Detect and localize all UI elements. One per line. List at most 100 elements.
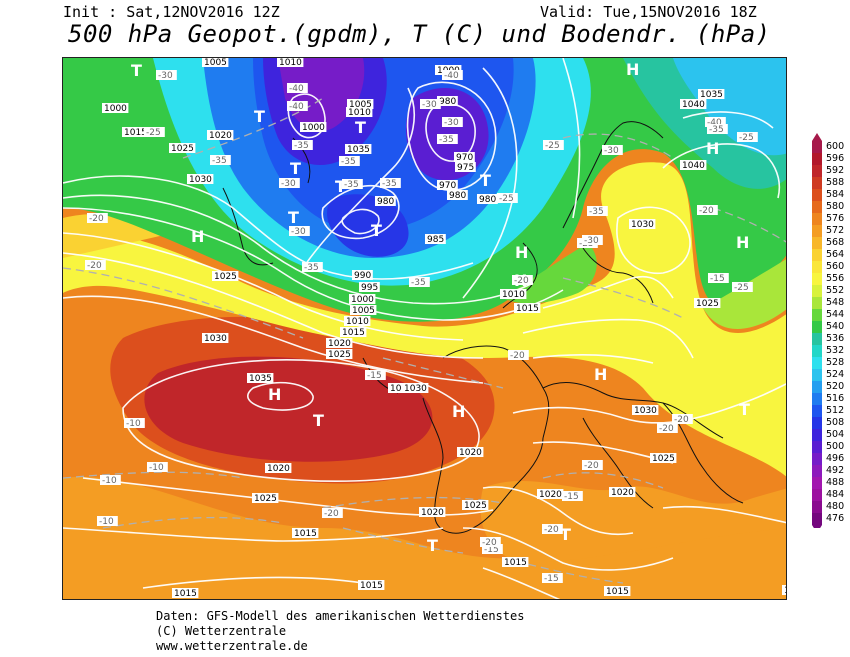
- isobar-label-bg: [680, 160, 707, 170]
- temperature-label: -30: [158, 71, 173, 81]
- temperature-label-bg: [144, 127, 165, 137]
- low-pressure-marker: T: [427, 536, 438, 555]
- isobar-label: 1015: [342, 328, 365, 338]
- isobar-label-bg: [349, 294, 376, 304]
- isobar-label: 1010: [346, 317, 369, 327]
- legend-swatch: [812, 369, 822, 381]
- init-time: Init : Sat,12NOV2016 12Z: [63, 3, 280, 21]
- field-orange-south2: [480, 481, 786, 563]
- isobar-label-bg: [350, 305, 377, 315]
- isobar-label-bg: [632, 405, 659, 415]
- temperature-label-bg: [543, 140, 564, 150]
- temperature-label-bg: [582, 235, 603, 245]
- legend-swatch: [812, 333, 822, 345]
- temperature-label: -15: [710, 274, 725, 284]
- low-pressure-marker: T: [254, 107, 265, 126]
- isobar-label: 1025: [328, 350, 351, 360]
- isobar-label-bg: [326, 338, 353, 348]
- isobar-label: 1030: [390, 384, 413, 394]
- legend-label: 536: [826, 333, 844, 344]
- legend-swatch: [812, 441, 822, 453]
- field-orange-south: [63, 476, 786, 599]
- isobar-label-bg: [629, 219, 656, 229]
- isobar-label: 1015: [606, 587, 629, 597]
- temperature-label-bg: [289, 226, 310, 236]
- temperature-label: -30: [584, 236, 599, 246]
- high-pressure-marker: H: [268, 385, 281, 404]
- isobar-label-bg: [437, 180, 458, 190]
- temperature-label: -35: [344, 180, 359, 190]
- temperature-label: -15: [544, 574, 559, 584]
- isobar-label: 1020: [328, 339, 351, 349]
- low-pressure-marker: T: [288, 208, 299, 227]
- temperature-label-bg: [210, 155, 231, 165]
- isobar-label: 1025: [171, 144, 194, 154]
- isobar-label: 1005: [204, 58, 227, 68]
- legend-swatch: [812, 249, 822, 261]
- isobar-label: 1040: [682, 161, 705, 171]
- isobar-label: 1010: [502, 290, 525, 300]
- isobar-label: 1015: [360, 581, 383, 591]
- legend-swatch: [812, 285, 822, 297]
- isobar-label-bg: [122, 127, 149, 137]
- isobar-label: 1000: [351, 295, 374, 305]
- isobar-label-bg: [500, 289, 527, 299]
- legend-swatch: [812, 345, 822, 357]
- legend-label: 580: [826, 201, 844, 212]
- temperature-label: -10: [99, 517, 114, 527]
- legend-label: 524: [826, 369, 844, 380]
- temperature-label-bg: [156, 70, 177, 80]
- temperature-label-bg: [97, 516, 118, 526]
- temperature-label-bg: [602, 145, 623, 155]
- temperature-labels: -25-30-35-40-40-35-30-35-35-40-35-30-35-…: [85, 70, 758, 584]
- legend-label: 564: [826, 249, 844, 260]
- valid-time: Valid: Tue,15NOV2016 18Z: [540, 3, 757, 21]
- temperature-label: -15: [484, 545, 499, 555]
- temperature-label: -15: [564, 492, 579, 502]
- temperature-label: -20: [674, 415, 689, 425]
- temperature-label-bg: [657, 423, 678, 433]
- legend-label: 516: [826, 393, 844, 404]
- high-pressure-marker: H: [736, 233, 749, 252]
- isobar-label: 1025: [464, 501, 487, 511]
- isobar-label: 1040: [682, 100, 705, 110]
- isobar-label: 1010: [348, 108, 371, 118]
- isobar-label-bg: [252, 493, 279, 503]
- isobar-label: 1020: [209, 131, 232, 141]
- legend-swatch: [812, 141, 822, 153]
- isobar-label: 985: [427, 235, 444, 245]
- isobar-label: 1020: [267, 464, 290, 474]
- temperature-label-bg: [708, 273, 729, 283]
- isobar-label: 990: [354, 271, 371, 281]
- temperature-label-bg: [100, 475, 121, 485]
- isobar-label-bg: [300, 122, 327, 132]
- legend-swatch: [812, 513, 822, 525]
- temperature-label-bg: [582, 460, 603, 470]
- legend-label: 572: [826, 225, 844, 236]
- temperature-label: -25: [545, 141, 560, 151]
- isobar-label-bg: [477, 194, 498, 204]
- legend-swatch: [812, 153, 822, 165]
- temperature-label-bg: [287, 83, 308, 93]
- temperature-label: -40: [444, 71, 459, 81]
- temperature-label: -35: [294, 141, 309, 151]
- isobar-label-bg: [169, 143, 196, 153]
- isobar-label: 1035: [700, 90, 723, 100]
- isobar-label: 1025: [652, 454, 675, 464]
- temperature-label-bg: [705, 117, 726, 127]
- temperature-label: -20: [659, 424, 674, 434]
- temperature-label-bg: [480, 537, 501, 547]
- legend-label: 588: [826, 177, 844, 188]
- temperature-label: -20: [699, 206, 714, 216]
- high-pressure-marker: H: [191, 227, 204, 246]
- copyright-line: (C) Wetterzentrale: [156, 624, 287, 638]
- isobar-label: 980: [479, 195, 496, 205]
- temperature-label: -25: [146, 128, 161, 138]
- isobar-label-bg: [340, 327, 367, 337]
- temperature-label-bg: [697, 205, 718, 215]
- website-line[interactable]: www.wetterzentrale.de: [156, 639, 308, 653]
- low-pressure-marker: T: [335, 177, 346, 196]
- legend-swatch: [812, 417, 822, 429]
- temperature-label: -10: [126, 419, 141, 429]
